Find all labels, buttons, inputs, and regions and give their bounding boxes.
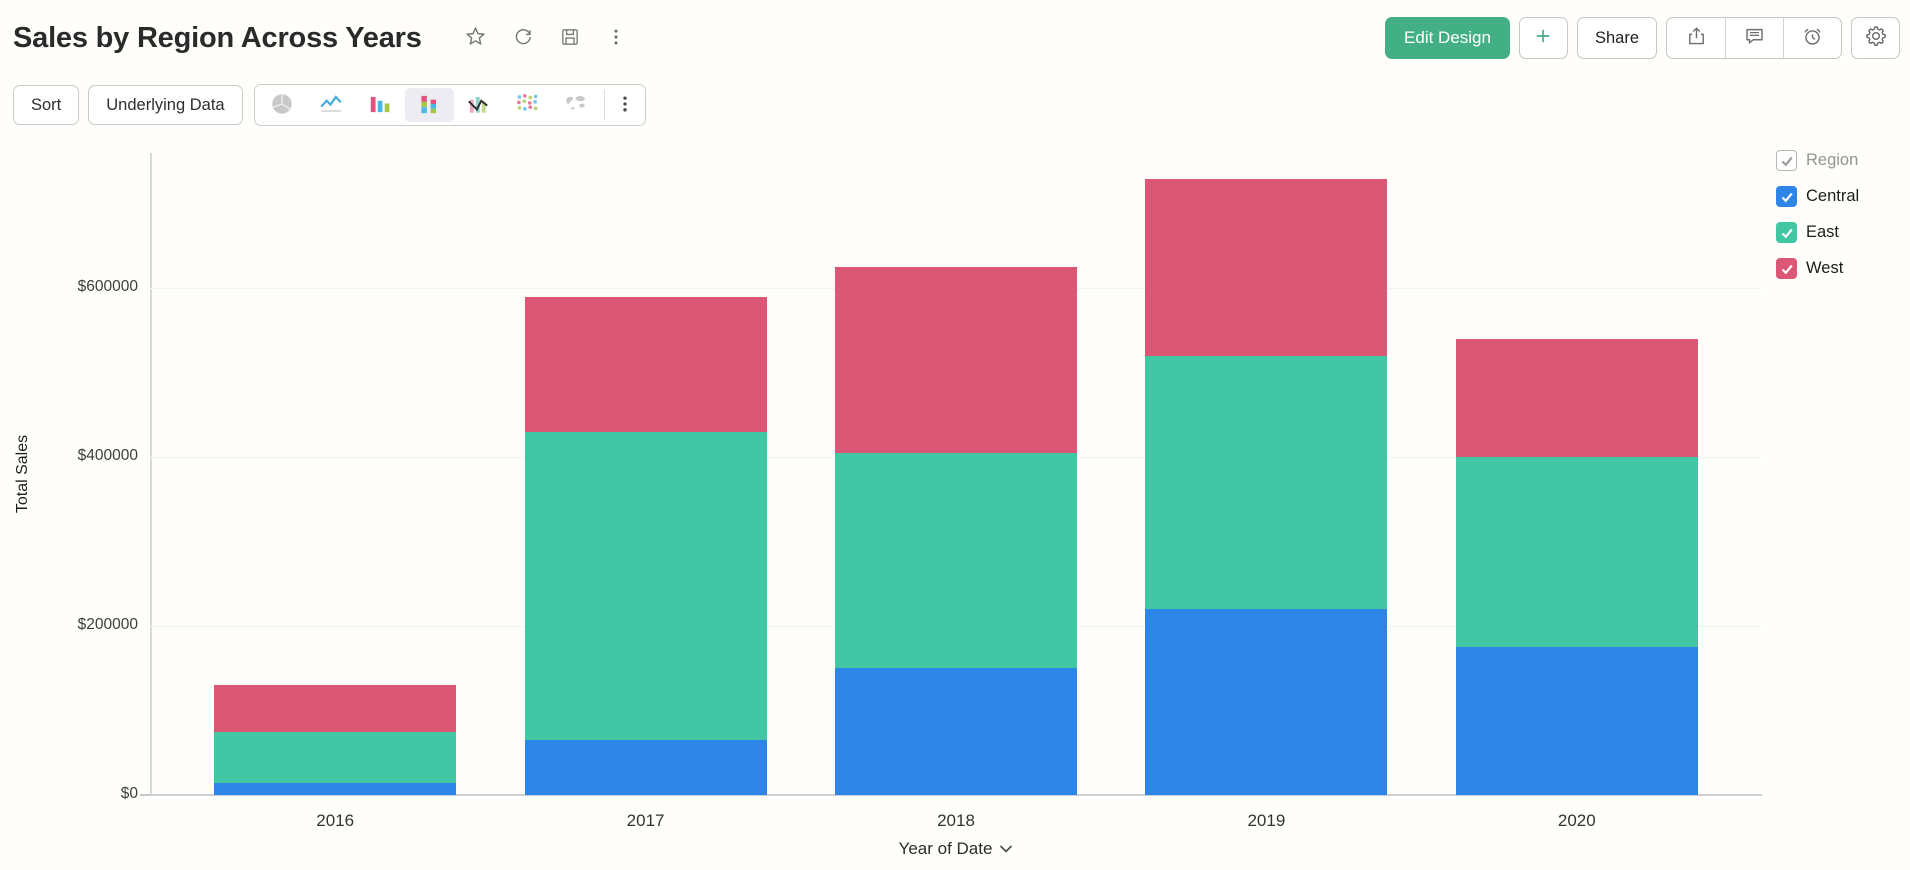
chart-type-pie-button[interactable] — [258, 88, 307, 122]
x-axis-title-label: Year of Date — [898, 839, 993, 858]
save-icon — [559, 26, 581, 51]
divider — [603, 90, 605, 120]
comment-icon — [1743, 25, 1766, 51]
bar-2017[interactable] — [524, 297, 767, 795]
bar-segment-east-2018[interactable] — [835, 453, 1077, 668]
legend-label: Region — [1806, 151, 1859, 169]
secondary-actions-group — [1666, 17, 1842, 59]
bar-2018[interactable] — [835, 267, 1077, 795]
chart-area: Total Sales Year of Date Region Central Ea… — [0, 126, 1910, 870]
x-tick-label-2018: 2018 — [937, 811, 975, 830]
chart-type-switcher — [253, 84, 646, 126]
chart-type-line-button[interactable] — [307, 88, 356, 122]
bar-segment-west-2020[interactable] — [1455, 339, 1698, 457]
y-tick-label: $400000 — [77, 447, 138, 465]
x-axis-line — [148, 794, 1762, 796]
legend-checkbox-region[interactable] — [1776, 150, 1797, 171]
y-tick-label: $200000 — [77, 616, 138, 634]
chart-type-scatter-button[interactable] — [503, 88, 552, 122]
legend: Region Central East West — [1776, 150, 1859, 279]
share-button[interactable]: Share — [1576, 17, 1657, 59]
legend-checkbox-central[interactable] — [1776, 186, 1797, 207]
bar-segment-central-2019[interactable] — [1145, 609, 1388, 795]
legend-checkbox-east[interactable] — [1776, 222, 1797, 243]
legend-label: West — [1806, 259, 1844, 277]
header-actions: Edit Design Share — [1385, 17, 1900, 59]
more-options-button[interactable] — [606, 26, 626, 51]
comment-button[interactable] — [1725, 18, 1783, 58]
bar-segment-west-2018[interactable] — [835, 267, 1077, 453]
bar-segment-central-2020[interactable] — [1455, 647, 1698, 795]
kebab-menu-icon — [615, 92, 635, 119]
gear-icon — [1864, 24, 1888, 53]
x-axis-title[interactable]: Year of Date — [150, 839, 1762, 859]
legend-checkbox-west[interactable] — [1776, 258, 1797, 279]
kebab-menu-icon — [606, 26, 626, 51]
axis-tick — [140, 794, 150, 796]
page-title: Sales by Region Across Years — [13, 21, 422, 54]
bar-chart-icon — [367, 91, 393, 120]
title-action-icons — [464, 25, 626, 51]
underlying-data-button[interactable]: Underlying Data — [88, 85, 243, 125]
header: Sales by Region Across Years Edit Design — [0, 0, 1910, 66]
sort-button[interactable]: Sort — [13, 85, 80, 125]
bar-2019[interactable] — [1145, 179, 1388, 795]
map-chart-icon — [563, 91, 589, 120]
plus-icon — [1533, 26, 1553, 51]
x-tick-label-2017: 2017 — [626, 811, 665, 830]
bar-segment-central-2018[interactable] — [835, 668, 1077, 795]
star-icon — [464, 25, 487, 51]
plot-area — [140, 153, 1762, 796]
bar-segment-east-2017[interactable] — [524, 432, 767, 740]
bar-2020[interactable] — [1455, 339, 1698, 795]
export-icon — [1685, 25, 1708, 51]
chart-type-map-button[interactable] — [552, 88, 601, 122]
chart-type-bar-button[interactable] — [356, 88, 405, 122]
legend-label: East — [1806, 223, 1840, 241]
save-button[interactable] — [559, 26, 581, 51]
settings-button[interactable] — [1851, 17, 1900, 59]
bar-segment-east-2016[interactable] — [214, 732, 457, 783]
refresh-button[interactable] — [512, 26, 534, 51]
chart-type-combo-button[interactable] — [454, 88, 503, 122]
bar-segment-west-2016[interactable] — [214, 685, 457, 732]
bar-segment-east-2019[interactable] — [1145, 356, 1388, 609]
line-chart-icon — [318, 91, 344, 120]
pie-chart-icon — [269, 91, 295, 120]
y-axis-line — [150, 153, 152, 795]
legend-item-region[interactable]: Region — [1776, 150, 1859, 171]
y-tick-label: $0 — [120, 785, 138, 802]
x-tick-label-2020: 2020 — [1557, 811, 1596, 830]
bar-segment-central-2017[interactable] — [524, 740, 767, 795]
refresh-icon — [512, 26, 534, 51]
alarm-icon — [1801, 25, 1824, 51]
scatter-chart-icon — [514, 91, 540, 120]
chart-toolbar: Sort Underlying Data — [0, 66, 1910, 126]
export-button[interactable] — [1667, 18, 1725, 58]
bar-segment-west-2019[interactable] — [1145, 179, 1388, 356]
add-button[interactable] — [1518, 17, 1568, 59]
bar-segment-west-2017[interactable] — [524, 297, 767, 432]
edit-design-button[interactable]: Edit Design — [1385, 17, 1510, 59]
favorite-button[interactable] — [464, 25, 487, 51]
x-tick-label-2016: 2016 — [316, 811, 355, 830]
x-tick-label-2019: 2019 — [1247, 811, 1286, 830]
y-tick-label: $600000 — [77, 278, 138, 296]
combo-chart-icon — [465, 91, 491, 120]
legend-label: Central — [1806, 187, 1860, 205]
legend-item-east[interactable]: East — [1776, 222, 1859, 243]
chart-type-more-button[interactable] — [608, 88, 642, 122]
chevron-down-icon — [999, 839, 1013, 859]
alerts-button[interactable] — [1783, 18, 1841, 58]
bar-segment-central-2016[interactable] — [214, 783, 457, 795]
bar-2016[interactable] — [214, 685, 457, 795]
stacked-bar-chart-icon — [416, 91, 442, 120]
bar-segment-east-2020[interactable] — [1455, 457, 1698, 647]
chart-type-stacked-bar-button[interactable] — [404, 88, 454, 122]
legend-item-central[interactable]: Central — [1776, 186, 1859, 207]
legend-item-west[interactable]: West — [1776, 258, 1859, 279]
